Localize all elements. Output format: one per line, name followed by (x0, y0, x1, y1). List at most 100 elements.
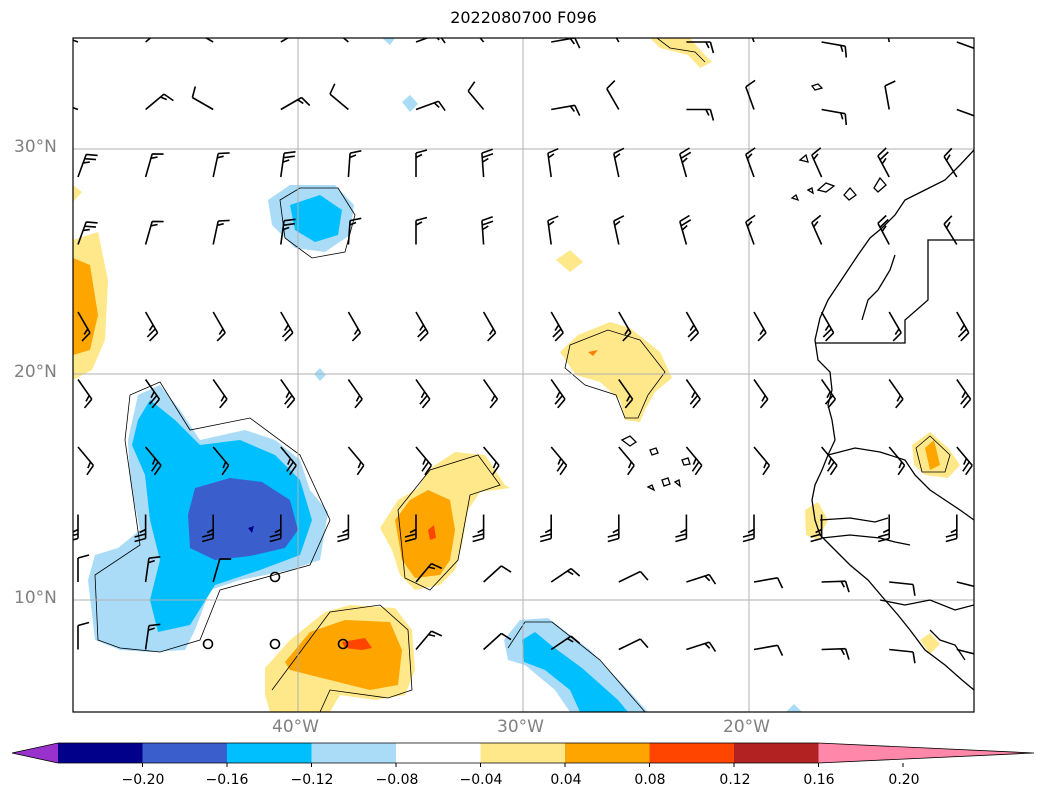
wind-barb (483, 565, 512, 583)
wind-barb (145, 93, 174, 111)
wind-barb (679, 147, 692, 178)
positive-anomaly-westedge-core (73, 258, 98, 355)
wind-barb (144, 623, 161, 650)
colorbar-tick: 0.08 (634, 772, 666, 788)
wind-barb (821, 580, 850, 593)
wind-barb (467, 81, 485, 111)
wind-barb (956, 581, 974, 588)
colorbar-outline (11, 742, 1035, 764)
lat-label-20n: 20°N (14, 362, 57, 382)
wind-barb (547, 215, 559, 245)
positive-anomaly-east (560, 322, 672, 422)
wind-barb (618, 570, 649, 583)
map-frame (72, 37, 975, 713)
wind-barb (201, 514, 214, 543)
wind-barb (877, 214, 890, 245)
negative-small-1 (402, 95, 418, 112)
colorbar-tick: 0.16 (803, 772, 835, 788)
wind-barb (745, 147, 756, 178)
colorbar-swatch (480, 743, 566, 763)
wind-barb (415, 630, 443, 651)
wind-barb (280, 379, 296, 409)
wind-barb (888, 311, 902, 342)
wind-barb (613, 215, 625, 245)
wind-barb (607, 514, 620, 543)
wind-barb (877, 147, 890, 178)
anomaly-shading (73, 38, 960, 712)
wind-barb (889, 648, 916, 664)
wind-barb (888, 446, 906, 476)
colorbar-tick: −0.20 (121, 772, 165, 788)
negative-anomaly-core (248, 526, 254, 533)
wind-barb (539, 514, 552, 543)
positive-anomaly-central-core (395, 490, 455, 578)
wind-barb (686, 573, 717, 585)
colorbar-swatch (649, 743, 735, 763)
wind-barb (404, 514, 417, 543)
wind-barb (481, 148, 494, 178)
positive-anomaly-top (650, 38, 712, 68)
wind-barb (269, 514, 282, 543)
wind-barb (745, 79, 756, 110)
wind-barb (821, 647, 850, 660)
wind-barb (280, 446, 297, 476)
wind-barb (347, 217, 362, 245)
wind-barb (482, 379, 499, 409)
positive-anomaly-central-peak (428, 525, 436, 540)
wind-barb (810, 514, 823, 543)
wind-barb (144, 379, 161, 409)
wind-barb (943, 215, 958, 245)
wind-barb (745, 214, 756, 245)
wind-barb (618, 311, 632, 342)
wind-barb (77, 554, 90, 582)
wind-barb (618, 379, 634, 409)
wind-barb (347, 379, 363, 409)
wind-barb (337, 514, 350, 543)
colorbar-tick: −0.04 (459, 772, 503, 788)
wind-barb (685, 446, 703, 476)
wind-barb (889, 581, 916, 596)
lon-label-20w: 20°W (723, 717, 770, 737)
wind-barb (550, 311, 564, 342)
wind-barb (77, 621, 90, 650)
wind-barb (212, 152, 230, 178)
wind-barb (191, 86, 214, 111)
wind-barb (613, 147, 625, 178)
colorbar (11, 742, 1035, 767)
wind-barb (943, 147, 958, 178)
positive-small-westtop (73, 185, 82, 202)
wind-barb (144, 556, 161, 583)
positive-anomaly-south-core (285, 620, 402, 690)
graticule (73, 38, 974, 712)
colorbar-tick: 0.04 (550, 772, 582, 788)
wind-barb (329, 83, 349, 111)
wind-barb (550, 567, 581, 583)
wind-barb (685, 311, 700, 342)
wind-barb (144, 311, 159, 342)
positive-anomaly-senegal (805, 502, 828, 540)
wind-barb (877, 514, 890, 543)
wind-barb (956, 108, 974, 117)
colorbar-swatch (734, 743, 819, 763)
wind-barb (280, 151, 296, 178)
wind-barb (347, 446, 365, 476)
wind-barb (212, 558, 232, 583)
wind-barb (686, 41, 715, 54)
lat-label-30n: 30°N (14, 137, 57, 157)
wind-barb (73, 39, 79, 43)
positive-anomaly-south-peak (342, 638, 372, 650)
wind-barb (347, 150, 362, 178)
wind-barb (753, 577, 784, 589)
wind-barb (606, 80, 620, 110)
colorbar-under-arrow (12, 743, 58, 763)
map-title: 2022080700 F096 (450, 8, 597, 27)
colorbar-swatch (565, 743, 650, 763)
wind-barb (685, 379, 701, 409)
wind-barb (145, 38, 152, 43)
wind-barb (204, 38, 214, 43)
wind-barb (342, 38, 349, 43)
wind-barb (415, 100, 446, 112)
wind-barb (212, 219, 230, 245)
negative-anomaly-south-core (522, 632, 628, 712)
wind-barb (73, 514, 79, 541)
